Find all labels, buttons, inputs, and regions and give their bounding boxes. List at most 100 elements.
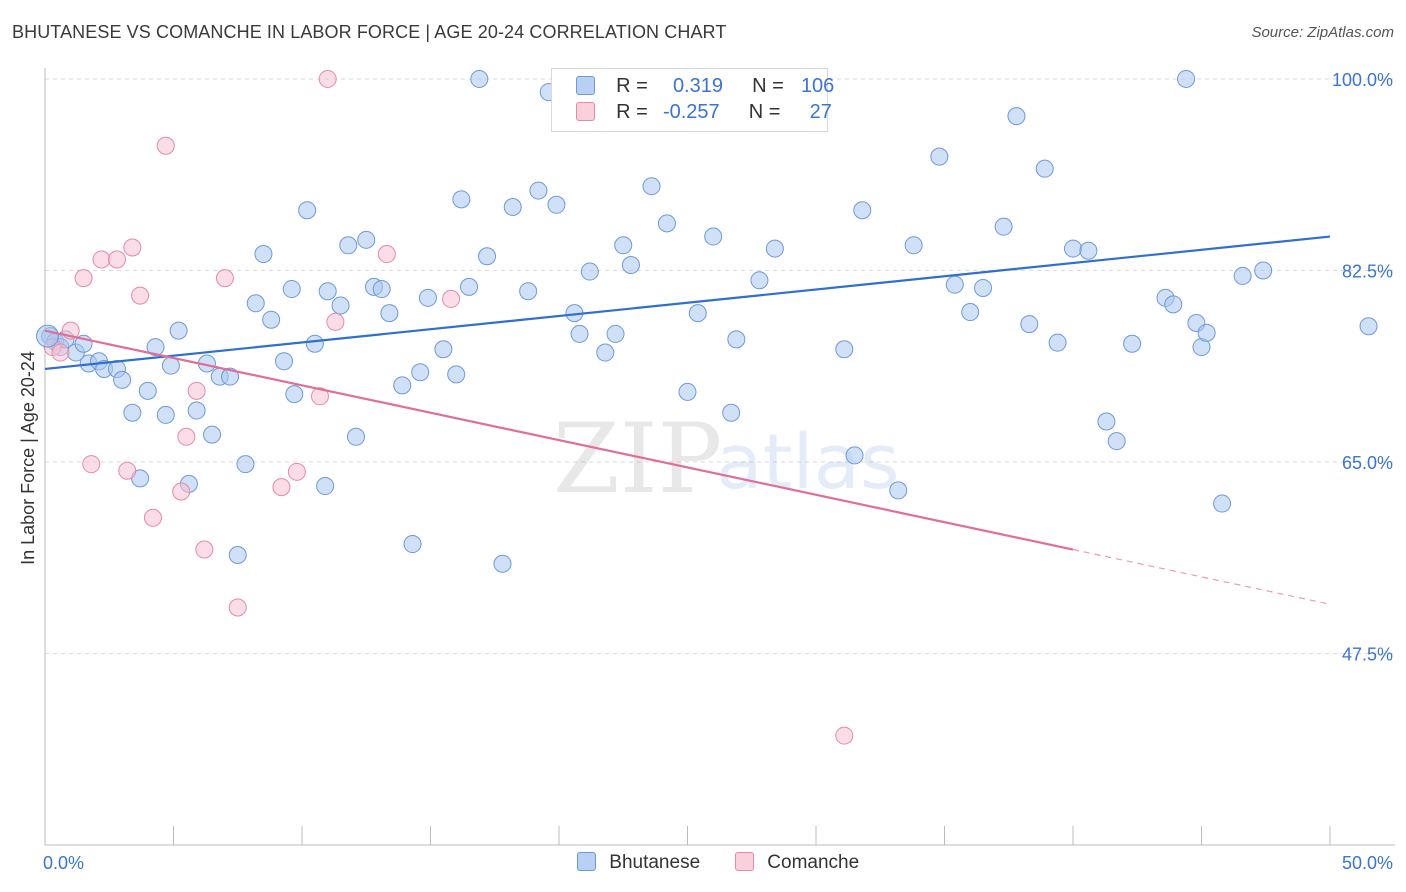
bhutanese-point [123, 403, 142, 422]
bhutanese-point [452, 190, 471, 209]
bhutanese-point [678, 382, 697, 401]
bhutanese-point [411, 363, 430, 382]
y-tick-label: 82.5% [1342, 261, 1393, 281]
bhutanese-point [889, 481, 908, 500]
comanche-point [377, 245, 396, 264]
bhutanese-point [447, 365, 466, 384]
bhutanese-point [470, 69, 489, 88]
comanche-point [123, 238, 142, 257]
grid-lines [45, 78, 1395, 654]
bhutanese-point [1007, 107, 1026, 126]
y-tick-label: 100.0% [1332, 70, 1393, 90]
bhutanese-point [403, 535, 422, 554]
bhutanese-point [254, 245, 273, 264]
legend-n-label: N = [748, 101, 781, 123]
bhutanese-point [357, 230, 376, 249]
comanche-point [172, 482, 191, 501]
comanche-point [187, 381, 206, 400]
bhutanese-point [1164, 295, 1183, 314]
legend-n-label: N = [752, 75, 784, 97]
x-tick-label-max: 50.0% [1342, 853, 1393, 873]
bhutanese-point [961, 303, 980, 322]
bhutanese-point [275, 352, 294, 371]
bhutanese-point [316, 477, 335, 496]
comanche-point [310, 387, 329, 406]
series-comanche [43, 69, 854, 745]
bottom-legend-comanche-label: Comanche [767, 852, 860, 873]
bhutanese-point [221, 367, 240, 386]
comanche-point [156, 136, 175, 155]
bhutanese-point [305, 334, 324, 353]
legend-row-comanche: R = -0.257 N = 27 [576, 101, 832, 127]
comanche-trend-extension [1072, 548, 1331, 605]
bhutanese-point [503, 197, 522, 216]
comanche-point [272, 478, 291, 497]
bhutanese-point [1079, 241, 1098, 260]
bhutanese-point [904, 236, 923, 255]
bhutanese-point [493, 554, 512, 573]
bhutanese-point [1107, 432, 1126, 451]
bhutanese-point [372, 280, 391, 299]
legend-r-value: -0.257 [662, 101, 720, 123]
legend-r-label: R = [616, 75, 648, 97]
bhutanese-point [614, 236, 633, 255]
y-tick-label: 47.5% [1342, 644, 1393, 664]
bhutanese-point [1020, 315, 1039, 334]
comanche-point [177, 427, 196, 446]
bhutanese-point [1359, 317, 1378, 336]
bhutanese-point [346, 427, 365, 446]
bhutanese-point [393, 376, 412, 395]
bhutanese-point [1097, 412, 1116, 431]
bhutanese-point [547, 195, 566, 214]
bhutanese-point [380, 304, 399, 323]
bhutanese-swatch [577, 852, 596, 871]
bhutanese-point [570, 324, 589, 343]
axes [44, 68, 1395, 846]
bhutanese-point [282, 280, 301, 299]
bhutanese-point [298, 201, 317, 220]
bhutanese-point [1197, 323, 1216, 342]
bhutanese-point [930, 147, 949, 166]
legend-n-value: 106 [800, 75, 835, 97]
bhutanese-point [246, 294, 265, 313]
legend-r-value: 0.319 [672, 75, 723, 97]
comanche-point [287, 462, 306, 481]
comanche-point [92, 250, 111, 269]
comanche-point [442, 289, 461, 308]
bhutanese-point [285, 385, 304, 404]
comanche-point [82, 455, 101, 474]
bhutanese-point [621, 255, 640, 274]
bhutanese-point [434, 340, 453, 359]
bhutanese-point [1254, 261, 1273, 280]
bhutanese-point [478, 247, 497, 266]
bhutanese-point [704, 227, 723, 246]
y-axis-title: In Labor Force | Age 20-24 [18, 351, 38, 565]
trend-lines [44, 235, 1331, 605]
comanche-point [51, 343, 70, 362]
bhutanese-point [418, 288, 437, 307]
chart-title: BHUTANESE VS COMANCHE IN LABOR FORCE | A… [12, 22, 727, 42]
legend-r-label: R = [616, 101, 648, 123]
bhutanese-point [529, 181, 548, 200]
bhutanese-point [580, 262, 599, 281]
legend-row-bhutanese: R = 0.319 N = 106 [576, 75, 834, 101]
bottom-legend-bhutanese-label: Bhutanese [609, 852, 701, 873]
bhutanese-point [657, 214, 676, 233]
bhutanese-point [845, 446, 864, 465]
y-tick-label: 65.0% [1342, 453, 1393, 473]
bhutanese-point [974, 278, 993, 297]
bhutanese-point [835, 340, 854, 359]
watermark-zip: ZIP [553, 403, 722, 515]
source-label: Source: ZipAtlas.com [1251, 24, 1394, 41]
bhutanese-point [945, 275, 964, 294]
comanche-point [74, 269, 93, 288]
bhutanese-point [994, 217, 1013, 236]
correlation-legend: R = 0.319 N = 106 R = -0.257 N = 27 [551, 68, 834, 132]
legend-n-value: 27 [809, 101, 832, 123]
watermark-atlas: atlas [716, 417, 900, 506]
bhutanese-point [187, 401, 206, 420]
bhutanese-point [765, 239, 784, 258]
bottom-legend-bhutanese: Bhutanese [577, 852, 700, 874]
comanche-point [215, 269, 234, 288]
